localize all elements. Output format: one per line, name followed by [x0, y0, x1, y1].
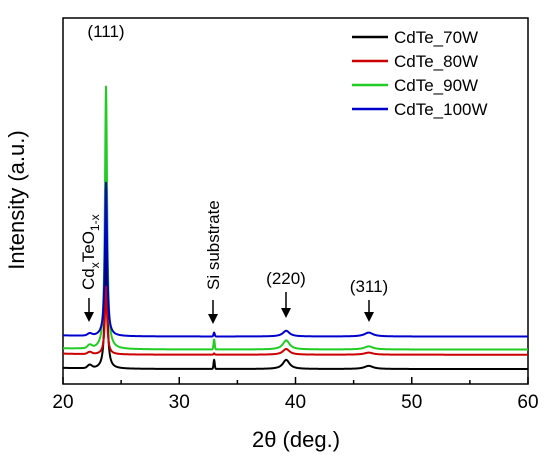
annotation-cdxteo-sub1: x — [88, 262, 102, 268]
y-axis-title: Intensity (a.u.) — [4, 130, 29, 269]
x-tick-label: 40 — [285, 392, 306, 413]
x-axis: 20 30 40 50 60 — [52, 377, 539, 413]
annotation-cdxteo: CdxTeO1-x — [79, 214, 102, 290]
legend-label-90w: CdTe_90W — [394, 76, 478, 95]
annotation-cdxteo-part1: Cd — [79, 268, 98, 290]
x-tick-label: 50 — [401, 392, 422, 413]
series-group — [62, 85, 529, 370]
x-tick-label: 30 — [169, 392, 190, 413]
series-line-cdte_70w — [62, 227, 529, 370]
x-tick-label: 60 — [517, 392, 538, 413]
plot-area-frame — [62, 17, 529, 385]
annotations-group: (111) Si substrate (220) (311) CdxTeO1-x — [79, 22, 388, 324]
legend-label-70w: CdTe_70W — [394, 28, 478, 47]
annotation-si-substrate: Si substrate — [204, 200, 223, 290]
legend-label-80w: CdTe_80W — [394, 52, 478, 71]
legend-label-100w: CdTe_100W — [394, 100, 488, 119]
arrow-220-head — [281, 308, 291, 318]
series-line-cdte_80w — [62, 285, 529, 356]
series-line-cdte_100w — [62, 181, 529, 338]
annotation-111: (111) — [87, 22, 124, 41]
svg-text:CdxTeO1-x: CdxTeO1-x — [79, 214, 102, 290]
annotation-cdxteo-part2: TeO — [79, 231, 98, 262]
annotation-cdxteo-sub2: 1-x — [88, 214, 102, 231]
annotation-220: (220) — [266, 269, 306, 288]
arrow-si-substrate-head — [208, 314, 218, 324]
arrow-cdxteo-head — [84, 312, 94, 322]
arrow-311-head — [364, 312, 374, 322]
legend: CdTe_70W CdTe_80W CdTe_90W CdTe_100W — [352, 28, 488, 119]
x-axis-title: 2θ (deg.) — [252, 427, 340, 452]
x-tick-label: 20 — [52, 392, 73, 413]
annotation-311: (311) — [350, 277, 388, 296]
series-line-cdte_90w — [62, 85, 529, 351]
